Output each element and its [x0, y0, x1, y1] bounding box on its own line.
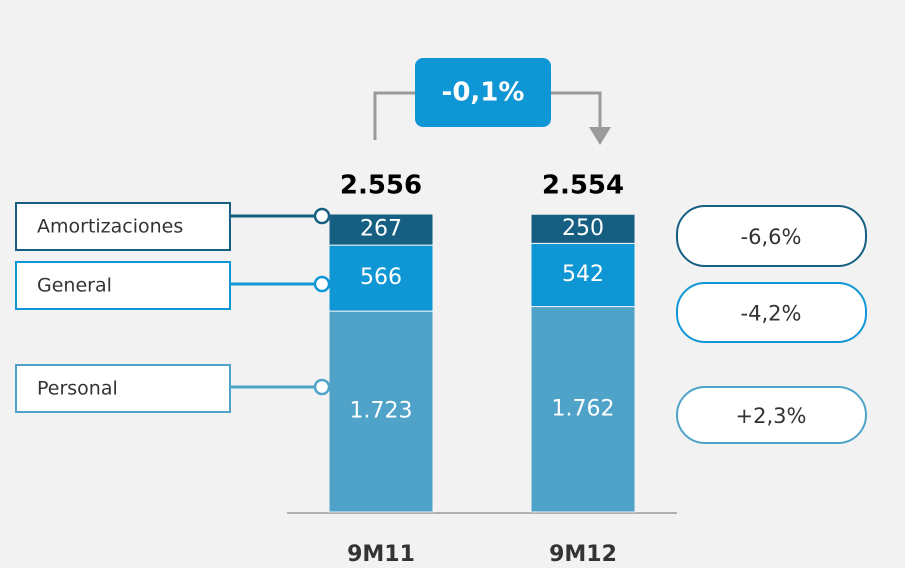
total-change-box [415, 58, 551, 127]
change-label: -6,6% [741, 225, 802, 249]
segment-label: 250 [562, 216, 604, 241]
legend-box [15, 202, 231, 251]
change-pill [676, 205, 867, 267]
legend-box [15, 364, 231, 413]
total-label: 2.556 [340, 171, 422, 201]
connector-dot [313, 275, 331, 293]
segment-label: 542 [562, 262, 604, 287]
bar-segment [530, 306, 636, 513]
x-tick-label: 9M12 [549, 542, 617, 567]
total-label: 2.554 [542, 171, 624, 201]
bar-segment [530, 213, 636, 244]
connector-dot [313, 207, 331, 225]
arrow-head [589, 127, 611, 145]
bar-segment [530, 242, 636, 308]
change-pill [676, 386, 867, 444]
x-tick-label: 9M11 [347, 542, 415, 567]
legend-label: Personal [37, 378, 118, 400]
legend-label: General [37, 275, 112, 297]
change-label: +2,3% [736, 404, 807, 428]
bracket-left [373, 91, 415, 140]
segment-label: 1.762 [552, 396, 615, 421]
legend-label: Amortizaciones [37, 216, 183, 238]
bar-segment [328, 213, 434, 246]
change-label: -4,2% [741, 302, 802, 326]
change-pill [676, 282, 867, 343]
segment-label: 566 [360, 265, 402, 290]
legend-box [15, 261, 231, 310]
bar-segment [328, 244, 434, 312]
segment-label: 267 [360, 217, 402, 242]
bracket-right [551, 91, 602, 132]
segment-label: 1.723 [350, 399, 413, 424]
connector-dot [313, 378, 331, 396]
total-change: -0,1% [442, 78, 525, 108]
